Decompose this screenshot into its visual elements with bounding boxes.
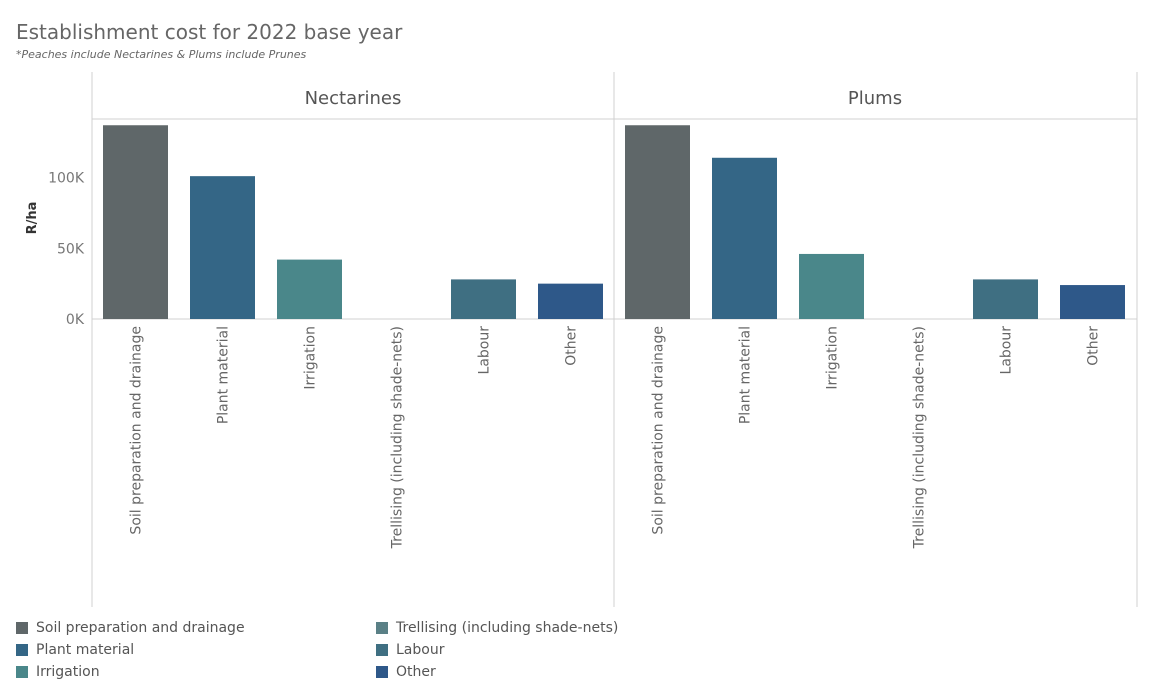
bar [1060,285,1125,319]
legend-label: Irrigation [36,664,100,680]
chart-subtitle: *Peaches include Nectarines & Plums incl… [16,48,307,61]
legend-swatch [16,622,28,634]
legend-swatch [376,644,388,656]
legend-label: Trellising (including shade-nets) [396,620,619,636]
x-tick-label: Trellising (including shade-nets) [390,326,406,549]
bar [712,157,777,319]
y-tick-label: 0K [66,312,85,328]
x-tick-label: Labour [477,326,493,375]
legend-item-labour[interactable]: Labour [376,640,444,660]
legend-label: Other [396,664,436,680]
legend-swatch [16,644,28,656]
bar [538,283,603,319]
x-tick-label: Irrigation [825,326,841,390]
bar [190,176,255,319]
bar [799,253,864,319]
legend-label: Soil preparation and drainage [36,620,245,636]
bar [451,279,516,319]
chart-title: Establishment cost for 2022 base year [16,20,403,44]
bar [973,279,1038,319]
x-tick-label: Soil preparation and drainage [129,326,145,535]
x-tick-label: Labour [999,326,1015,375]
x-tick-label: Plant material [738,326,754,424]
bar [625,125,690,319]
legend-swatch [376,666,388,678]
panel-header: Nectarines [305,88,402,109]
x-tick-label: Trellising (including shade-nets) [912,326,928,549]
legend-swatch [376,622,388,634]
x-tick-label: Other [1086,326,1102,366]
y-axis-label: R/ha [25,202,40,235]
legend-item-irrigation[interactable]: Irrigation [16,662,100,682]
bar [277,259,342,319]
legend-item-other[interactable]: Other [376,662,436,682]
legend-item-trellising[interactable]: Trellising (including shade-nets) [376,618,618,638]
legend-label: Plant material [36,642,135,658]
x-tick-label: Irrigation [303,326,319,390]
legend-label: Labour [396,642,445,658]
legend-item-plant-material[interactable]: Plant material [16,640,134,660]
x-tick-label: Other [564,326,580,366]
x-tick-label: Plant material [216,326,232,424]
x-tick-label: Soil preparation and drainage [651,326,667,535]
bar [103,125,168,319]
legend-item-soil[interactable]: Soil preparation and drainage [16,618,245,638]
y-tick-label: 100K [48,171,85,187]
panel-header: Plums [848,88,902,109]
y-tick-label: 50K [57,241,85,257]
legend-swatch [16,666,28,678]
